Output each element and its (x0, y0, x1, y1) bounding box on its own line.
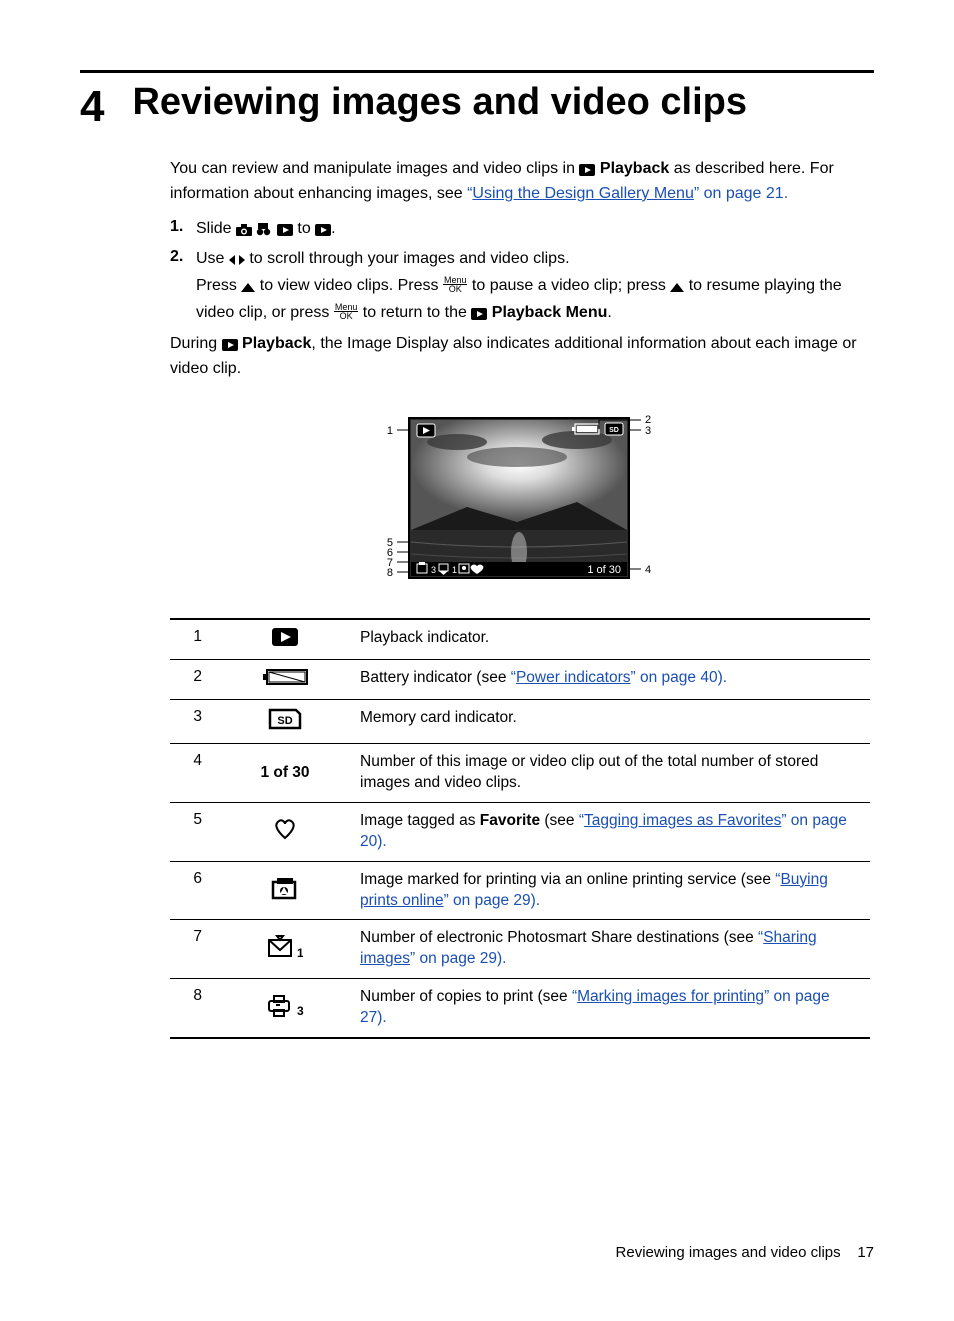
svg-text:1: 1 (452, 565, 457, 575)
table-row: 2 Battery indicator (see “Power indicato… (170, 659, 870, 699)
table-row: 1 Playback indicator. (170, 619, 870, 660)
svg-text:3: 3 (431, 565, 436, 575)
power-indicators-link[interactable]: Power indicators (516, 669, 631, 686)
favorite-heart-icon (220, 802, 350, 861)
table-row: 7 1 Number of electronic Photosmart Shar… (170, 920, 870, 979)
menu-ok-icon: MenuOK (443, 276, 468, 293)
steps-list: 1. Slide to . 2. Use to scroll through y… (170, 215, 874, 327)
camera-icon (236, 224, 252, 236)
svg-text:SD: SD (277, 715, 292, 727)
online-print-icon (220, 861, 350, 920)
share-envelope-icon: 1 (220, 920, 350, 979)
chapter-heading: 4 Reviewing images and video clips (80, 81, 874, 129)
svg-text:3: 3 (645, 425, 651, 437)
chapter-number: 4 (80, 81, 104, 129)
up-arrow-icon (670, 283, 684, 293)
image-counter-text: 1 of 30 (220, 743, 350, 802)
marking-images-link[interactable]: Marking images for printing (577, 988, 764, 1005)
page-footer: Reviewing images and video clips 17 (616, 1244, 874, 1261)
after-paragraph: During Playback, the Image Display also … (170, 332, 874, 382)
indicator-table: 1 Playback indicator. 2 Battery indicato… (170, 618, 870, 1039)
design-gallery-link[interactable]: Using the Design Gallery Menu (472, 185, 693, 202)
table-row: 6 Image marked for printing via an onlin… (170, 861, 870, 920)
video-icon (256, 222, 272, 236)
playback-icon (579, 164, 595, 176)
favorites-link[interactable]: Tagging images as Favorites (584, 812, 781, 829)
playback-small-icon (315, 224, 331, 236)
svg-text:1: 1 (387, 425, 393, 437)
print-copies-icon: 3 (220, 979, 350, 1038)
svg-text:4: 4 (645, 564, 651, 576)
chapter-title: Reviewing images and video clips (132, 81, 747, 125)
svg-text:8: 8 (387, 567, 393, 579)
left-right-arrow-icon (229, 254, 245, 266)
table-row: 5 Image tagged as Favorite (see “Tagging… (170, 802, 870, 861)
table-row: 8 3 Number of copies to print (see “Mark… (170, 979, 870, 1038)
table-row: 4 1 of 30 Number of this image or video … (170, 743, 870, 802)
svg-text:3: 3 (297, 1004, 304, 1018)
svg-text:1: 1 (297, 946, 303, 960)
svg-text:1 of 30: 1 of 30 (587, 564, 621, 576)
menu-ok-icon: MenuOK (334, 303, 359, 320)
svg-text:SD: SD (609, 427, 619, 434)
playback-icon (471, 308, 487, 320)
playback-indicator-icon (220, 619, 350, 660)
table-row: 3 SD Memory card indicator. (170, 699, 870, 743)
playback-icon (222, 339, 238, 351)
intro-paragraph: You can review and manipulate images and… (170, 157, 874, 207)
sd-card-icon: SD (220, 699, 350, 743)
up-arrow-icon (241, 283, 255, 293)
playback-small-icon (277, 224, 293, 236)
battery-icon (220, 659, 350, 699)
playback-diagram: SD 3 1 1 of 30 1 2 3 4 5 6 7 8 (170, 402, 874, 592)
